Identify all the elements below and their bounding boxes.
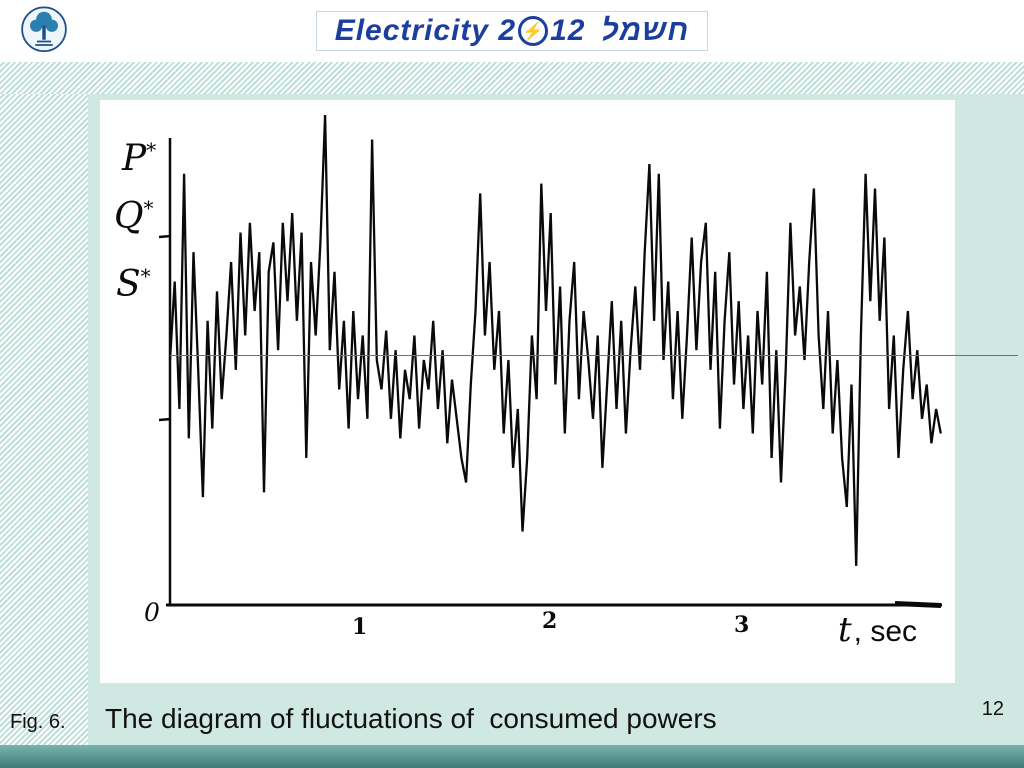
mean-line [170, 355, 1018, 357]
y-tick-lower [158, 417, 172, 422]
page-number: 12 [981, 698, 1004, 720]
bottom-bar [0, 745, 1024, 768]
caption: Fig. 6. The diagram of fluctuations of c… [10, 703, 717, 735]
header: Electricity 2 ⚡ 12 חשמל [0, 0, 1024, 62]
x-tick-label-1: 1 [352, 614, 368, 640]
y-label-S: S* [116, 264, 151, 305]
pattern-band-horizontal [0, 62, 1024, 94]
y-label-P: P* [122, 138, 157, 179]
tree-logo-icon [21, 6, 67, 52]
logo-text-left: Electricity 2 [334, 14, 517, 47]
y-label-Q: Q* [114, 196, 154, 237]
logo-text-right: 12 [550, 14, 586, 47]
figure-number: Fig. 6. [10, 711, 66, 733]
tree-logo-box [0, 0, 88, 62]
logo-hebrew-text: חשמל [601, 14, 690, 47]
lightning-bolt-icon: ⚡ [518, 16, 549, 46]
signal-path [168, 114, 942, 566]
x-tick-label-3: 3 [734, 612, 750, 638]
pattern-band-vertical [0, 94, 88, 745]
x-tick-label-2: 2 [542, 608, 558, 634]
y-tick-upper [158, 234, 172, 239]
caption-text: The diagram of fluctuations of consumed … [105, 703, 717, 734]
chart-panel: P* Q* S* 0 1 2 3 t, sec [100, 100, 955, 683]
x-axis-end-stroke [894, 601, 942, 608]
x-tick-label-0: 0 [144, 598, 160, 627]
x-axis-label: t, sec [838, 610, 918, 650]
conference-logo: Electricity 2 ⚡ 12 חשמל [315, 11, 709, 51]
fluctuation-chart [158, 114, 942, 608]
